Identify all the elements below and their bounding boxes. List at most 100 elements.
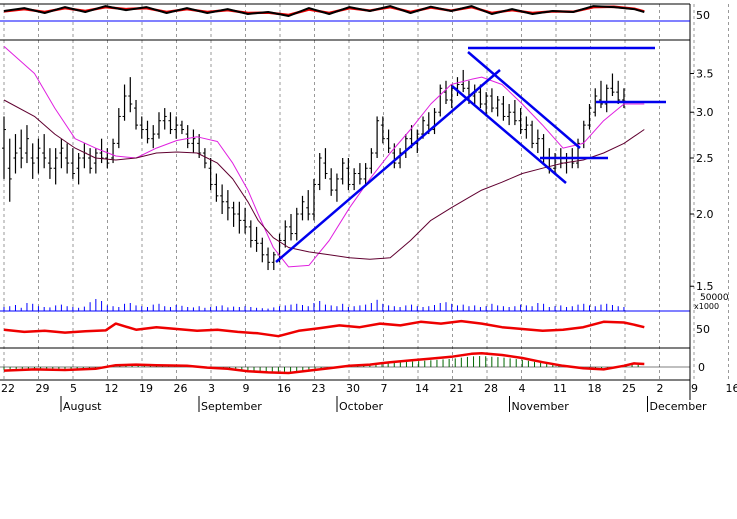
price-bar: [519, 108, 523, 134]
x-axis-day-label: 23: [312, 382, 326, 395]
price-bar: [496, 96, 500, 116]
moving-average-long: [4, 100, 644, 259]
price-bar: [157, 112, 161, 138]
trendline-layer: [276, 48, 666, 262]
price-bar: [335, 174, 339, 202]
price-bar: [249, 220, 253, 247]
price-bar: [599, 81, 603, 108]
price-bar: [151, 125, 155, 148]
price-bar: [2, 116, 6, 178]
price-bar: [289, 214, 293, 240]
stoch-axis-label: 50: [696, 9, 710, 22]
price-axis-label: 3.5: [696, 68, 714, 81]
price-bar: [266, 248, 270, 270]
price-bar: [260, 238, 264, 263]
rsi-line: [4, 321, 644, 336]
price-bar: [77, 153, 81, 184]
price-bar: [226, 190, 230, 220]
price-bar: [71, 148, 75, 179]
price-bar: [168, 112, 172, 134]
price-bar: [128, 77, 132, 112]
price-bar: [186, 125, 190, 148]
price-bar: [438, 85, 442, 117]
price-bar: [31, 143, 35, 179]
x-axis-month-label: September: [201, 400, 262, 413]
rsi-axis-label: 50: [696, 323, 710, 336]
price-bar: [605, 85, 609, 113]
price-bar: [616, 81, 620, 104]
price-bar: [490, 88, 494, 112]
price-bar: [214, 174, 218, 202]
price-bar: [433, 108, 437, 134]
price-bar: [54, 148, 58, 184]
x-axis-day-label: 18: [588, 382, 602, 395]
price-bar: [329, 168, 333, 196]
price-bar: [19, 130, 23, 169]
price-bar: [375, 116, 379, 158]
x-axis-day-label: 29: [36, 382, 50, 395]
price-axis-label: 3.0: [696, 106, 714, 119]
price-bar: [295, 208, 299, 241]
price-bar: [507, 104, 511, 125]
x-axis-day-label: 9: [691, 382, 698, 395]
price-bar: [82, 143, 86, 168]
x-axis-month-label: October: [339, 400, 383, 413]
price-bar: [105, 148, 109, 168]
price-bar: [341, 158, 345, 184]
price-bar: [318, 153, 322, 190]
x-axis-day-label: 25: [622, 382, 636, 395]
price-bar: [352, 168, 356, 190]
x-axis-day-label: 5: [70, 382, 77, 395]
price-bar: [610, 74, 614, 96]
macd-axis-label: 0: [698, 361, 705, 374]
price-bar: [180, 121, 184, 134]
price-bar: [501, 96, 505, 121]
price-bar: [220, 184, 224, 214]
price-axis-label: 1.5: [696, 280, 714, 293]
moving-average-short: [4, 46, 644, 267]
price-bar: [174, 116, 178, 138]
price-bar: [232, 202, 236, 227]
x-axis-day-label: 2: [657, 382, 664, 395]
x-axis-day-label: 3: [208, 382, 215, 395]
x-axis-day-label: 7: [381, 382, 388, 395]
price-bar: [530, 121, 534, 148]
x-axis-day-label: 12: [105, 382, 119, 395]
price-bar: [163, 108, 167, 129]
price-bar: [134, 100, 138, 130]
volume-panel: [4, 299, 624, 311]
price-bar: [300, 196, 304, 221]
x-axis-day-label: 19: [139, 382, 153, 395]
x-axis-day-label: 16: [277, 382, 291, 395]
price-bar: [323, 148, 327, 179]
x-axis-day-label: 4: [519, 382, 526, 395]
price-bar: [65, 143, 69, 173]
x-axis-day-label: 30: [346, 382, 360, 395]
price-bar: [444, 81, 448, 104]
x-axis-day-label: 14: [415, 382, 429, 395]
macd-line: [4, 353, 644, 373]
price-bar: [381, 116, 385, 143]
price-bar: [88, 148, 92, 173]
x-axis-day-label: 16: [726, 382, 737, 395]
x-axis-month-label: December: [650, 400, 708, 413]
price-bar: [364, 163, 368, 184]
price-bar: [576, 139, 580, 169]
x-axis-day-label: 22: [1, 382, 15, 395]
price-bar: [243, 208, 247, 234]
x-axis-day-label: 21: [450, 382, 464, 395]
x-axis-day-label: 11: [553, 382, 567, 395]
x-axis-day-label: 9: [243, 382, 250, 395]
price-bar: [42, 134, 46, 168]
price-bar: [203, 148, 207, 168]
rsi-panel: [4, 321, 644, 336]
price-bar: [13, 134, 17, 173]
x-axis-month-label: August: [63, 400, 102, 413]
trendline: [468, 52, 580, 148]
price-bar: [283, 220, 287, 247]
price-bar: [272, 252, 276, 270]
price-bar: [306, 190, 310, 220]
price-bar: [146, 121, 150, 144]
price-axis-label: 2.5: [696, 152, 714, 165]
price-bar: [94, 148, 98, 173]
